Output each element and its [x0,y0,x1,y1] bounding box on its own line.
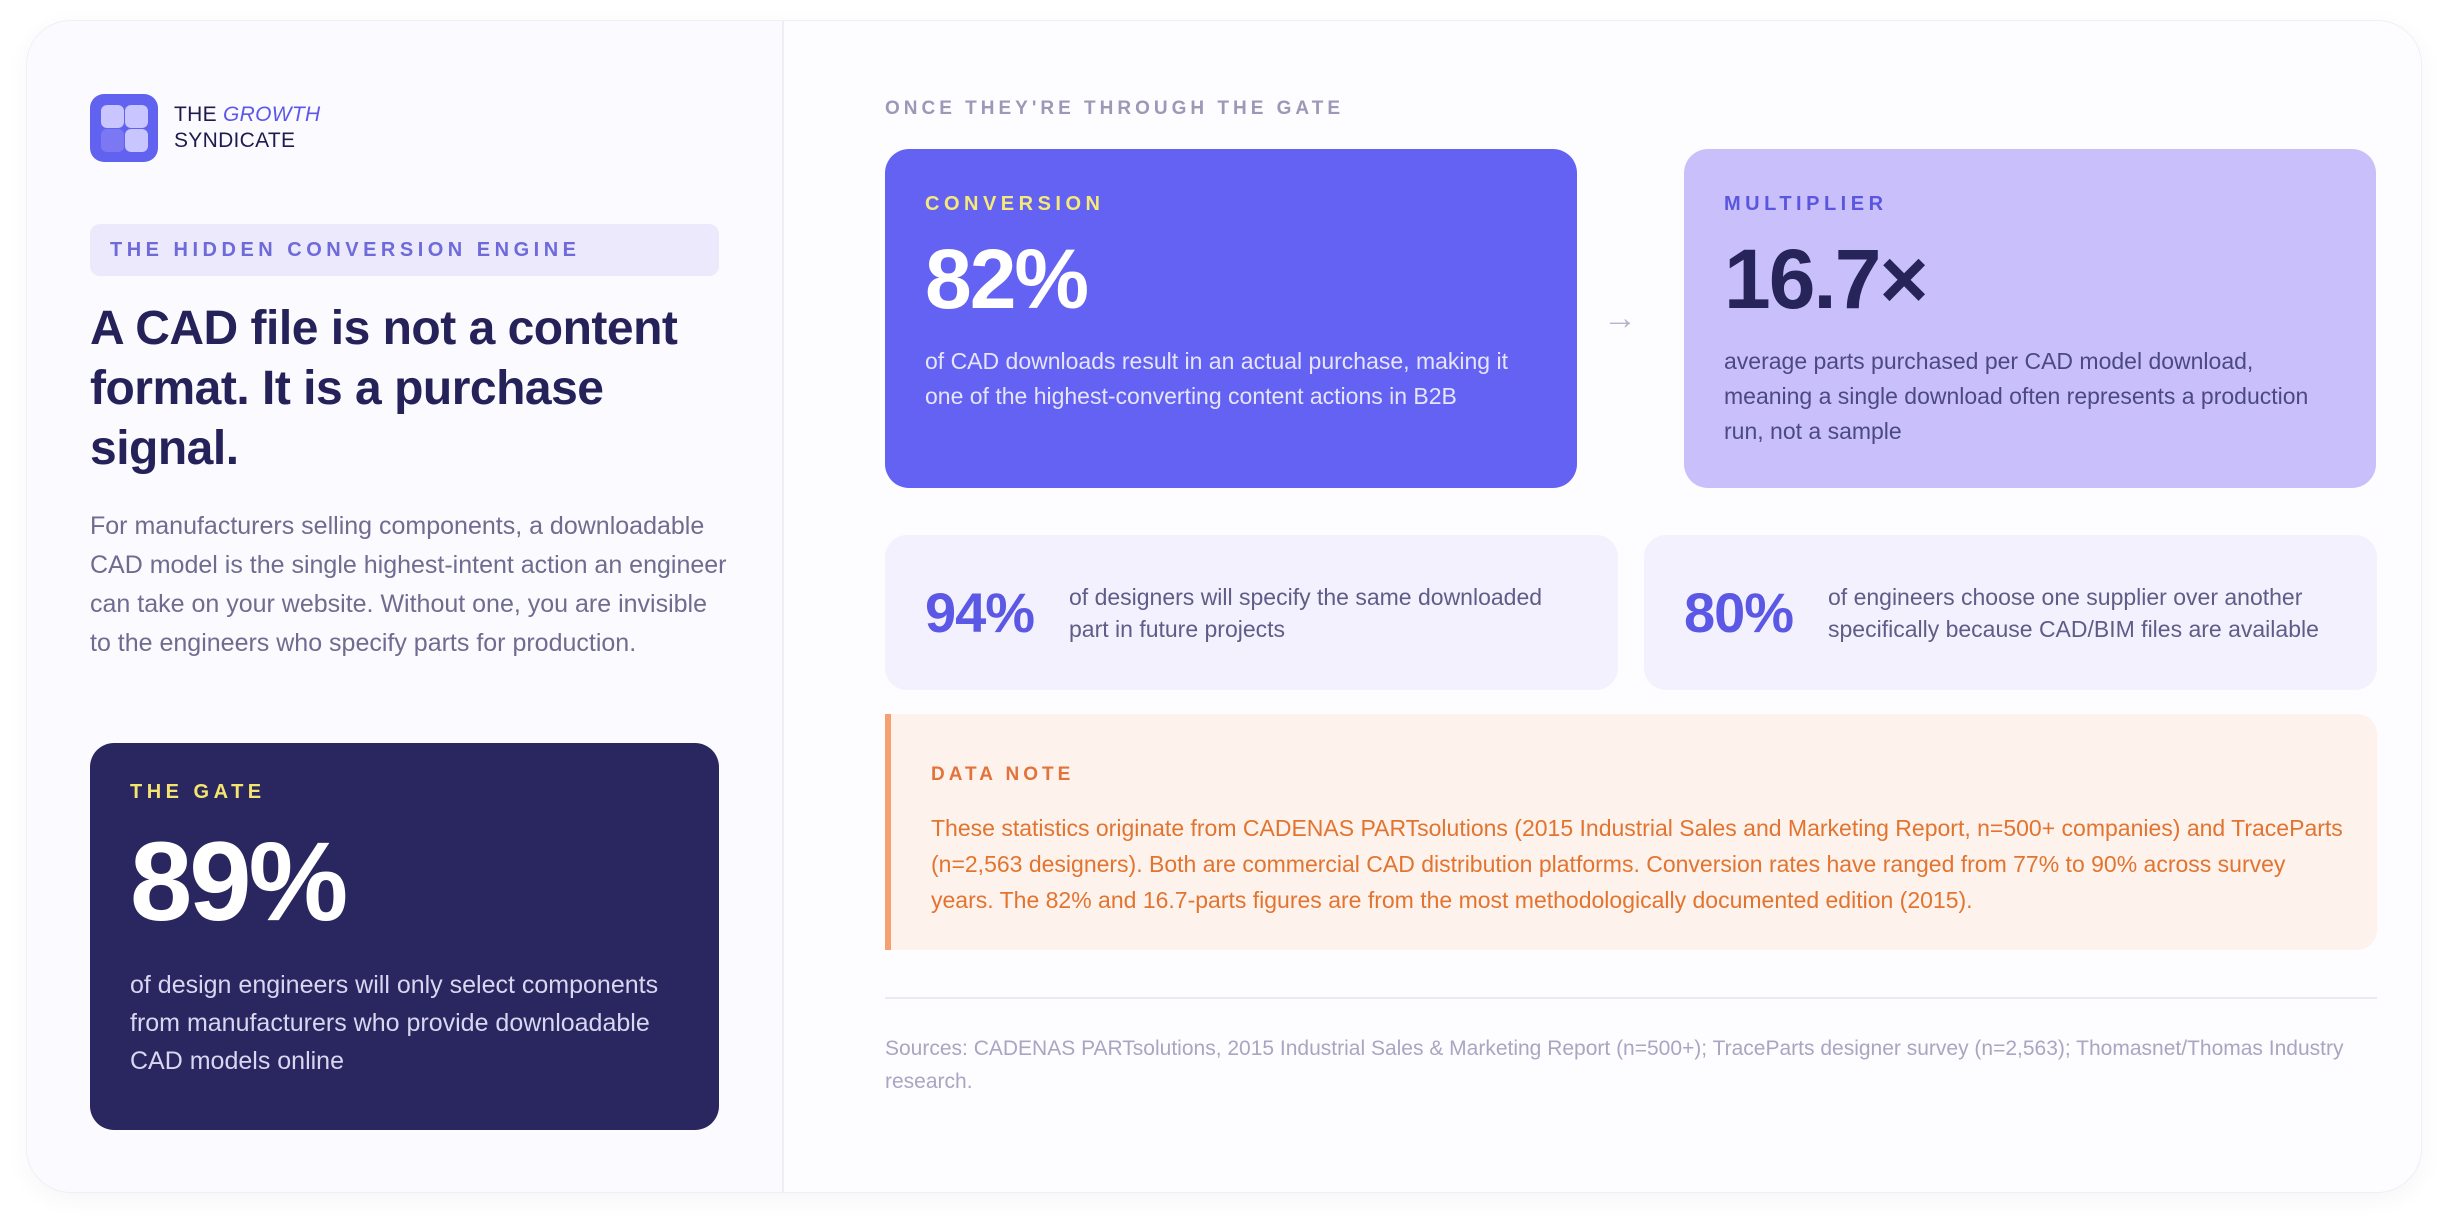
conversion-label: CONVERSION [925,193,1105,215]
designers-stat-value: 94% [925,581,1035,644]
divider [885,997,2377,999]
left-panel: THE GROWTH SYNDICATE THE HIDDEN CONVERSI… [27,21,784,1192]
conversion-description: of CAD downloads result in an actual pur… [925,348,1508,409]
right-panel: ONCE THEY'RE THROUGH THE GATE CONVERSION… [786,21,2421,1192]
multiplier-value: 16.7× [1724,232,1929,326]
engineers-stat-card: 80% of engineers choose one supplier ove… [1644,535,2377,690]
arrow-right-icon: → [1603,299,1637,337]
data-note-label: DATA NOTE [931,764,1075,785]
gate-description: of design engineers will only select com… [130,971,659,1075]
section-eyebrow: THE HIDDEN CONVERSION ENGINE [90,224,719,276]
engineers-stat-text: of engineers choose one supplier over an… [1828,583,2319,642]
right-eyebrow: ONCE THEY'RE THROUGH THE GATE [885,98,1345,119]
gate-label: THE GATE [130,781,266,803]
multiplier-label: MULTIPLIER [1724,193,1888,215]
intro-paragraph: For manufacturers selling components, a … [90,512,727,657]
brand-wordmark: THE GROWTH SYNDICATE [174,102,321,154]
brand-accent: GROWTH [223,103,321,126]
data-note-text: These statistics originate from CADENAS … [931,815,2343,913]
conversion-value: 82% [925,232,1089,326]
four-square-grid-icon [90,94,158,162]
sources-footnote: Sources: CADENAS PARTsolutions, 2015 Ind… [885,1037,2344,1093]
gate-stat-card: THE GATE 89% of design engineers will on… [90,743,719,1130]
designers-stat-text: of designers will specify the same downl… [1069,583,1543,642]
brand-line2: SYNDICATE [174,129,296,152]
brand-logo: THE GROWTH SYNDICATE [90,94,321,162]
multiplier-stat-card: MULTIPLIER 16.7× average parts purchased… [1684,149,2376,488]
engineers-stat-value: 80% [1684,581,1794,644]
conversion-stat-card: CONVERSION 82% of CAD downloads result i… [885,149,1577,488]
data-note: DATA NOTE These statistics originate fro… [885,714,2377,950]
infographic-card: THE GROWTH SYNDICATE THE HIDDEN CONVERSI… [27,21,2421,1192]
designers-stat-card: 94% of designers will specify the same d… [885,535,1618,690]
brand-prefix: THE [174,103,217,126]
page-title: A CAD file is not a content format. It i… [90,302,678,475]
gate-value: 89% [130,819,348,944]
multiplier-description: average parts purchased per CAD model do… [1724,348,2309,444]
